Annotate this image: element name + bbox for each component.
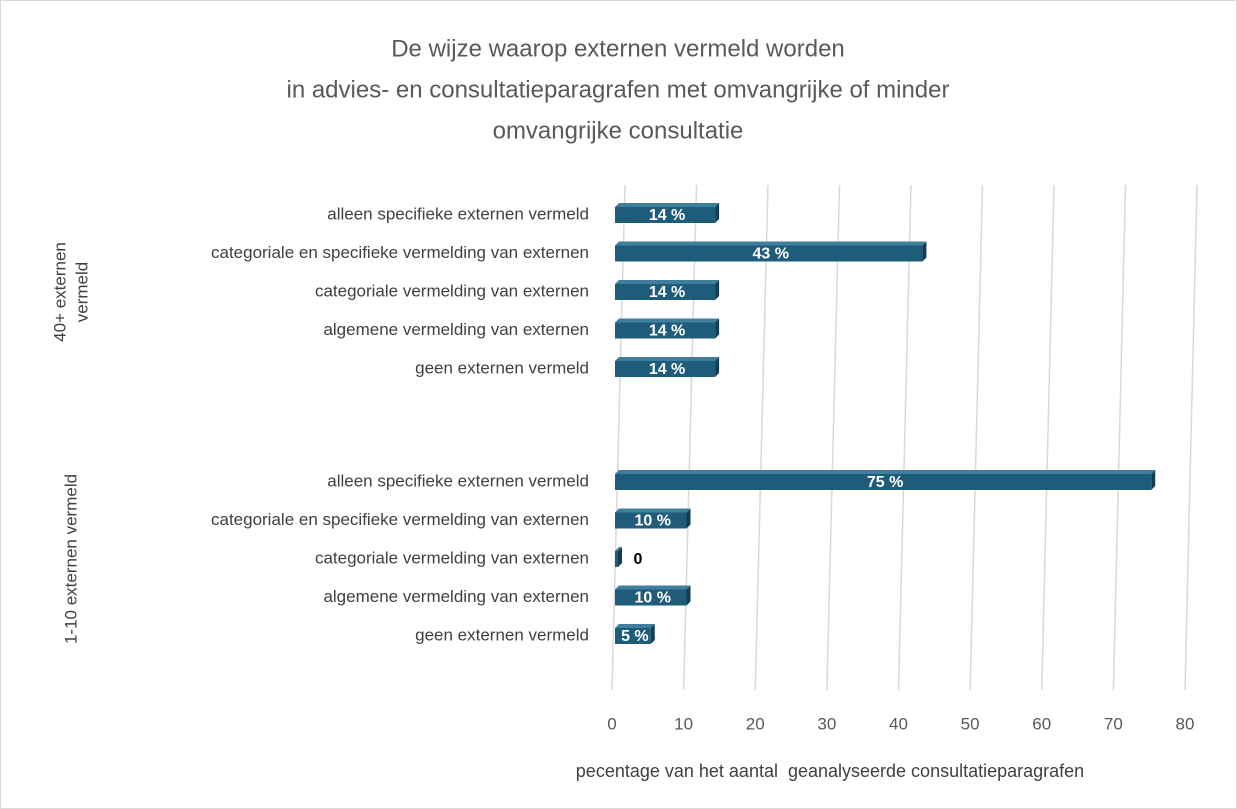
category-label: alleen specifieke externen vermeld [327,204,589,223]
bar-side [618,547,622,567]
group-label: 1-10 externen vermeld [61,474,80,644]
category-label: categoriale vermelding van externen [315,548,589,567]
bar-top [615,203,720,207]
category-label: algemene vermelding van externen [323,320,589,339]
bar-side [650,624,655,644]
category-label: alleen specifieke externen vermeld [327,471,589,490]
x-axis-label: pecentage van het aantal geanalyseerde c… [576,761,1084,781]
value-label: 10 % [635,590,671,607]
bar [615,589,687,606]
bar-top [615,470,1156,474]
group-label: vermeld [72,262,91,322]
bar-side [686,508,691,529]
value-label: 10 % [635,513,671,530]
bar-top [615,547,622,551]
category-label: categoriale en specifieke vermelding van… [211,510,589,529]
grid-line [682,184,698,691]
bar-top [615,624,655,628]
value-label: 75 % [867,474,903,491]
value-label: 0 [634,551,643,568]
bar-side [715,357,720,377]
x-tick-label: 50 [961,714,980,733]
bar [615,628,651,644]
bar-top [615,357,720,361]
grid-line [1112,184,1127,691]
grid-line [754,184,769,691]
bar [615,322,716,339]
category-label: geen externen vermeld [415,358,589,377]
bar-top [615,318,720,323]
grid-line [1041,184,1055,691]
grid-line [897,184,912,691]
bar [615,361,716,377]
chart-title: De wijze waarop externen vermeld worden [391,35,845,62]
category-label: algemene vermelding van externen [323,587,589,606]
x-tick-label: 20 [746,714,765,733]
group-label: 40+ externen [50,242,69,342]
value-label: 14 % [649,207,685,224]
bar [615,245,923,262]
value-label: 14 % [649,323,685,340]
grid-line [969,184,984,691]
x-tick-label: 40 [889,714,908,733]
grid-line [1184,184,1198,691]
bar-side [715,318,720,339]
bar-top [615,280,720,284]
bar-top [615,508,691,513]
category-label: categoriale vermelding van externen [315,281,589,300]
grid-line [611,184,626,691]
value-label: 14 % [649,284,685,301]
x-tick-label: 0 [607,714,616,733]
bar [615,512,687,529]
category-label: categoriale en specifieke vermelding van… [211,243,589,262]
bar [615,474,1152,490]
chart-title: omvangrijke consultatie [493,117,744,144]
bar-side [715,203,720,223]
bar [615,207,716,223]
bar-top [615,241,927,246]
x-tick-label: 30 [817,714,836,733]
bar-top [615,585,691,590]
bar-side [686,585,691,606]
x-tick-label: 70 [1104,714,1123,733]
category-label: geen externen vermeld [415,625,589,644]
bar-side [715,280,720,300]
x-tick-label: 10 [674,714,693,733]
bar [615,284,716,300]
x-tick-label: 60 [1032,714,1051,733]
bar [615,551,618,567]
value-label: 5 % [621,628,649,645]
grid-line [826,184,841,691]
chart-title: in advies- en consultatieparagrafen met … [286,76,949,103]
x-tick-label: 80 [1176,714,1195,733]
value-label: 14 % [649,361,685,378]
value-label: 43 % [752,246,788,263]
bar-side [1151,470,1156,490]
bar-side [922,241,927,262]
